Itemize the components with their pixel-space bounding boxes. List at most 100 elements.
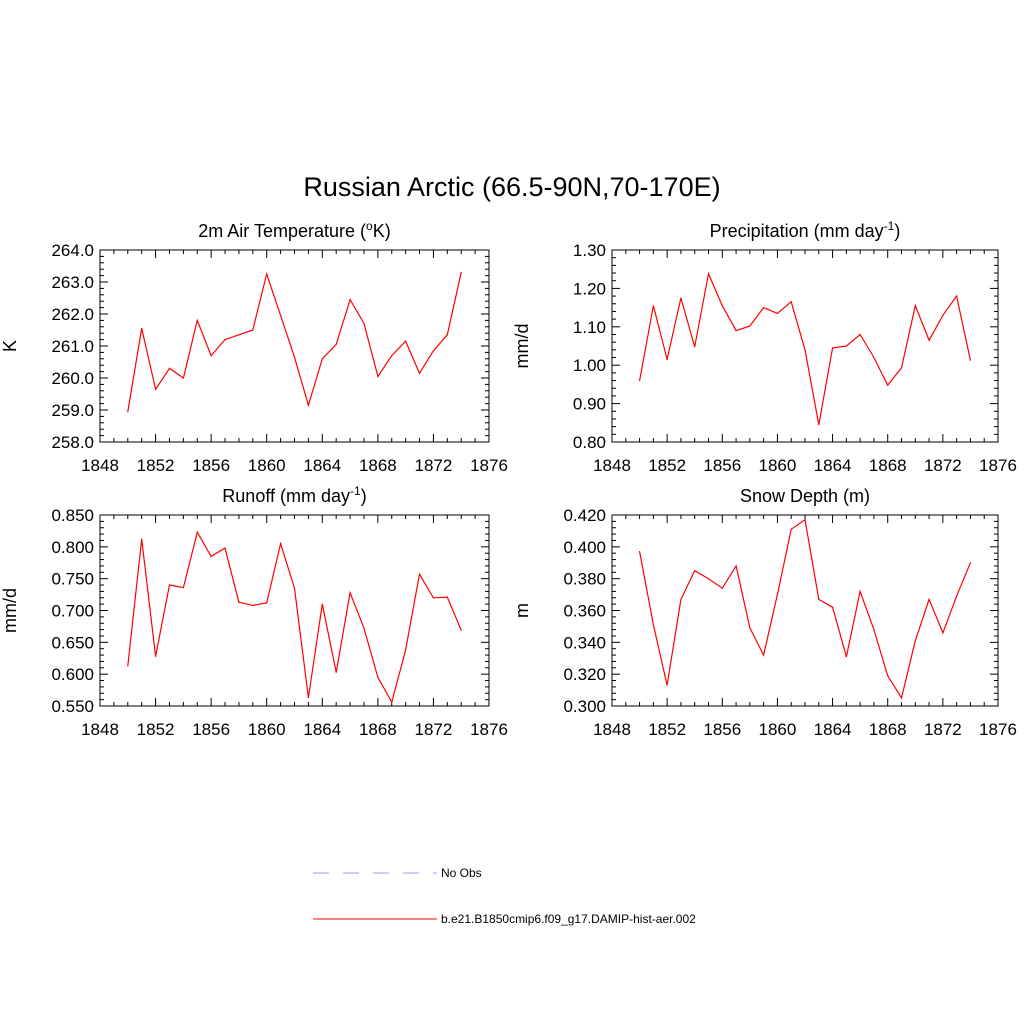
data-point	[735, 565, 737, 567]
data-point	[432, 597, 435, 599]
x-tick-label: 1868	[869, 456, 907, 475]
panel-snow-depth: Snow Depth (m) m 1848 1852 1856 1860 1864 1868 1…	[512, 486, 1017, 739]
y-tick-label: 263.0	[51, 273, 94, 292]
data-point	[377, 375, 379, 377]
x-tick-label: 1876	[979, 456, 1017, 475]
data-point	[859, 333, 861, 336]
x-tick-label: 1848	[81, 456, 119, 475]
data-point	[928, 339, 930, 341]
data-point	[363, 323, 365, 325]
data-point	[154, 655, 157, 657]
data-point	[818, 424, 820, 426]
x-tick-label: 1848	[81, 720, 119, 739]
data-point	[252, 604, 254, 607]
x-tick-label: 1864	[303, 456, 341, 475]
plot-frame	[99, 514, 490, 707]
data-point	[804, 519, 806, 521]
data-point	[293, 356, 296, 358]
data-point	[460, 629, 462, 631]
data-point	[694, 570, 696, 572]
y-tick-label: 1.20	[573, 279, 606, 298]
data-point	[666, 358, 668, 361]
data-point	[252, 329, 254, 331]
data-point	[280, 315, 282, 317]
data-point	[418, 573, 421, 575]
data-point	[749, 627, 751, 629]
data-point	[914, 640, 916, 642]
data-point	[307, 404, 309, 406]
data-point	[969, 562, 972, 564]
data-point	[307, 697, 309, 699]
x-tick-label: 1852	[137, 720, 175, 739]
plot-frame	[611, 514, 999, 707]
y-tick-label: 0.360	[563, 602, 606, 621]
data-point	[831, 606, 834, 608]
data-point	[182, 377, 184, 379]
data-point	[873, 356, 875, 359]
panel-title: 2m Air Temperature (oK)	[198, 219, 390, 241]
data-point	[652, 305, 654, 307]
data-point	[238, 334, 240, 336]
y-tick-label: 0.750	[51, 570, 94, 589]
data-point	[776, 312, 779, 314]
y-tick-label: 0.340	[563, 633, 606, 652]
panel-runoff: Runoff (mm day-1) mm/d 1848 1852 1856 1860 186…	[0, 484, 508, 739]
data-point	[196, 319, 198, 321]
y-tick-label: 0.80	[573, 433, 606, 452]
x-tick-label: 1852	[648, 456, 686, 475]
data-point	[969, 359, 972, 361]
data-point	[127, 665, 129, 667]
data-point	[845, 656, 847, 658]
data-point	[349, 299, 351, 301]
y-tick-label: 1.00	[573, 356, 606, 375]
data-point	[321, 603, 323, 605]
panel-title: Snow Depth (m)	[740, 486, 870, 506]
data-point	[873, 629, 875, 631]
data-point	[405, 340, 407, 342]
y-tick-label: 260.0	[51, 369, 94, 388]
x-tick-label: 1860	[759, 456, 797, 475]
data-point	[914, 305, 916, 307]
data-point	[942, 314, 944, 316]
data-point	[154, 388, 157, 390]
y-tick-label: 1.30	[573, 241, 606, 260]
x-tick-label: 1876	[470, 720, 508, 739]
data-point	[707, 578, 710, 580]
y-tick-label: 0.850	[51, 506, 94, 525]
x-tick-label: 1872	[924, 456, 962, 475]
series-line	[127, 530, 462, 704]
y-axis-label: m	[512, 603, 532, 618]
panel-title: Precipitation (mm day-1)	[710, 219, 901, 241]
plot-frame	[99, 249, 490, 443]
x-tick-label: 1864	[814, 720, 852, 739]
y-tick-label: 264.0	[51, 241, 94, 260]
data-point	[887, 675, 889, 677]
data-point	[460, 271, 462, 273]
x-tick-label: 1872	[415, 456, 453, 475]
y-tick-label: 0.90	[573, 395, 606, 414]
data-point	[721, 587, 723, 589]
data-point	[280, 543, 282, 545]
data-point	[266, 602, 268, 604]
x-tick-label: 1860	[248, 720, 286, 739]
y-tick-label: 0.380	[563, 570, 606, 589]
legend-entry: No Obs	[313, 866, 482, 880]
panel-precipitation: Precipitation (mm day-1) mm/d 1848 1852 1856…	[512, 219, 1017, 475]
data-point	[763, 307, 765, 309]
data-point	[900, 697, 903, 699]
y-tick-label: 261.0	[51, 337, 94, 356]
x-tick-label: 1868	[359, 456, 397, 475]
x-tick-label: 1856	[192, 456, 230, 475]
x-tick-label: 1860	[248, 456, 286, 475]
data-point	[707, 273, 710, 275]
data-point	[224, 339, 226, 341]
legend-entry: b.e21.B1850cmip6.f09_g17.DAMIP-hist-aer.…	[313, 912, 696, 926]
data-point	[887, 384, 889, 386]
data-point	[127, 411, 129, 413]
data-point	[141, 538, 143, 540]
data-point	[790, 301, 792, 303]
data-point	[694, 346, 696, 348]
y-tick-label: 0.420	[563, 506, 606, 525]
y-tick-label: 0.650	[51, 633, 94, 652]
